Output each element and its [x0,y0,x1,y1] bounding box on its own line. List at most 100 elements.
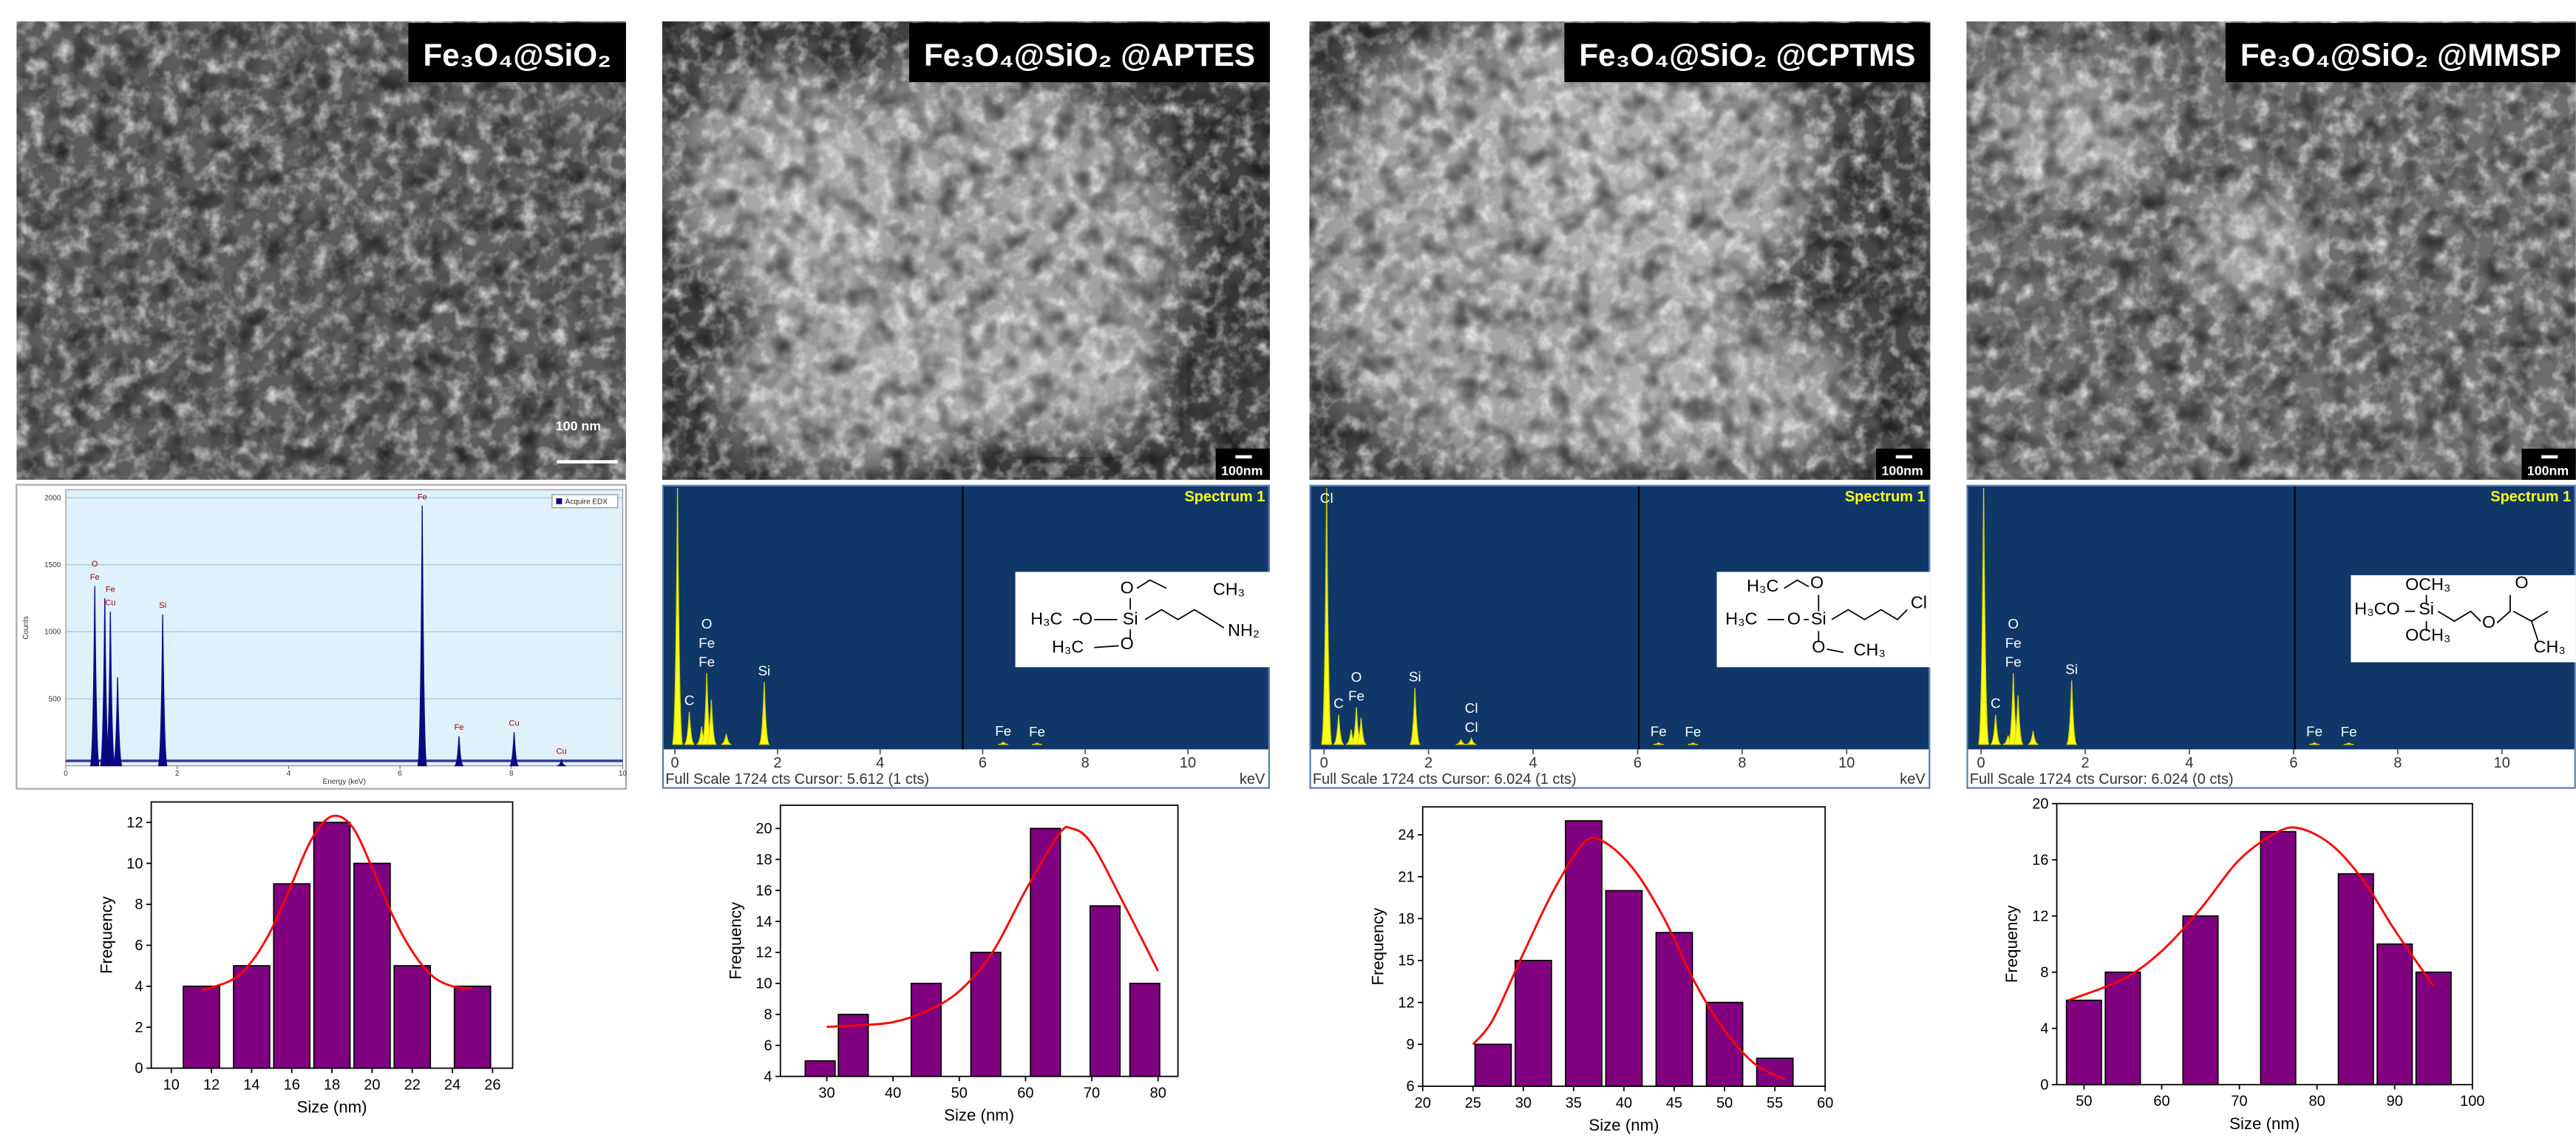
spectrum-title: Spectrum 1 [1184,489,1265,505]
x-tick-label: 4 [876,755,884,771]
spectrum-footer: Full Scale 1724 cts Cursor: 6.024 (1 cts… [1313,771,1577,788]
x-tick-label: 70 [2231,1094,2247,1110]
y-axis-label: Frequency [1368,907,1387,986]
structure-atom: O [1121,634,1134,653]
peak-label: Fe [1348,689,1365,705]
x-tick-label: 8 [2393,755,2402,771]
x-tick-label: 18 [324,1077,340,1093]
scale-bar-label: 100nm [1882,463,1923,478]
y-tick-label: 21 [1398,869,1414,885]
y-tick-label: 18 [1398,911,1414,927]
structure-atom: Si [1123,609,1138,629]
bar [805,1061,835,1077]
spectrum-title: Spectrum 1 [2490,489,2571,505]
x-tick-label: 6 [979,755,987,771]
x-tick-label: 10 [163,1077,180,1093]
x-tick-label: 70 [1084,1085,1100,1102]
y-axis-label: Frequency [97,895,115,974]
spectrum-footer: Full Scale 1724 cts Cursor: 5.612 (1 cts… [665,771,929,788]
x-axis-label: Size (nm) [1588,1116,1659,1134]
x-tick-label: 8 [1738,755,1746,771]
peak-label: Cu [105,598,115,607]
y-tick-label: 16 [755,883,772,899]
y-tick-label: 6 [1406,1079,1414,1095]
x-tick-label: 2 [1424,755,1433,771]
bar [2377,944,2412,1085]
y-tick-label: 10 [755,976,772,992]
x-axis-label: Energy (keV) [323,778,366,786]
x-tick-label: 26 [484,1077,500,1093]
peak-label: Fe [2306,724,2322,739]
y-tick-label: 15 [1398,953,1414,969]
structure-atom: O [1787,609,1801,629]
sample-label: Fe₃O₄@SiO₂ @CPTMS [1579,38,1915,72]
y-tick-label: 12 [2032,908,2048,924]
bar [838,1015,868,1077]
y-tick-label: 0 [2040,1077,2048,1093]
bar [2067,1000,2101,1085]
y-tick-label: 6 [135,938,143,954]
structure-atom: H₃C [1725,609,1757,629]
structure-atom: CH₃ [1854,640,1886,660]
bar [1515,961,1552,1086]
bar [2339,874,2373,1085]
y-tick-label: 8 [2040,964,2048,980]
x-tick-label: 4 [1529,755,1537,771]
y-tick-label: 12 [126,815,143,831]
x-tick-label: 40 [1616,1095,1632,1111]
x-tick-label: 14 [243,1077,259,1093]
x-tick-label: 20 [364,1077,380,1093]
peak-label: Si [159,601,166,610]
structure-atom: H₃C [1747,576,1778,595]
y-axis-label: Frequency [2002,904,2021,983]
peak-label: C [1333,697,1344,712]
y-tick-label: 1000 [44,629,61,637]
scale-bar-label: 100nm [1221,463,1262,478]
bar [1656,932,1693,1086]
x-tick-label: 8 [1081,755,1090,771]
y-tick-label: 6 [764,1037,772,1054]
y-axis-label: Counts [22,616,30,640]
y-tick-label: 24 [1398,827,1414,844]
x-tick-label: 0 [64,770,68,778]
x-tick-label: 16 [284,1077,300,1093]
x-axis-label: Size (nm) [297,1098,367,1117]
x-tick-label: 50 [2076,1094,2092,1110]
peak-label: O [1351,670,1362,685]
bar [1757,1058,1793,1086]
bar [354,864,390,1068]
y-tick-label: 8 [135,897,143,913]
figure: Fe₃O₄@SiO₂100 nmFe₃O₄@SiO₂ @APTES100nmFe… [0,0,2576,1138]
x-tick-label: 22 [404,1077,421,1093]
x-tick-label: 6 [2289,755,2297,771]
peak-label: C [1991,697,2001,712]
peak-label: Fe [1651,724,1667,739]
structure-atom: O [1810,573,1824,592]
y-tick-label: 14 [755,914,772,930]
peak-label: Fe [699,654,715,670]
sem-image: Fe₃O₄@SiO₂ @MMSP100nm [1966,21,2576,480]
x-tick-label: 4 [287,770,291,778]
structure-atom: OCH₃ [2405,575,2450,594]
y-tick-label: 500 [49,695,61,703]
x-tick-label: 100 [2460,1094,2484,1110]
sem-shadow [1309,21,1930,480]
structure-atom: O [1121,578,1134,597]
peak-label: Cu [556,747,566,756]
structure-atom: NH₂ [1228,620,1260,640]
bar [1030,828,1060,1076]
y-tick-label: 2 [135,1020,143,1036]
structure-atom: O [2482,612,2495,631]
peak-label: O [2008,617,2019,632]
y-tick-label: 9 [1406,1037,1414,1053]
bar [971,952,1000,1077]
structure-atom: O [1812,637,1825,656]
peak-label: Fe [2005,654,2022,670]
sem-image: Fe₃O₄@SiO₂ @CPTMS 100nm [1298,16,1931,480]
peak-label: Fe [1685,725,1701,740]
peak-label: Cl [1465,720,1478,736]
y-tick-label: 1500 [44,561,61,569]
